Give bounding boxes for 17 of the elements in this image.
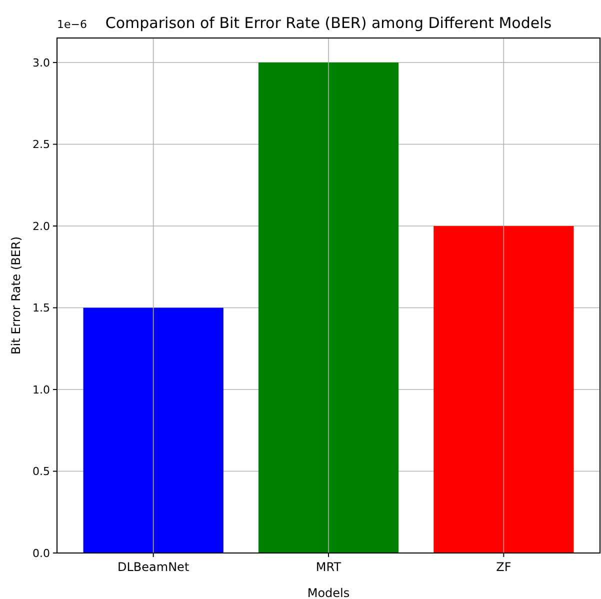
y-tick-label: 3.0: [32, 56, 50, 70]
bar: [258, 62, 399, 553]
y-tick-label: 0.0: [32, 546, 50, 560]
y-tick-label: 2.0: [32, 220, 50, 233]
chart-title: Comparison of Bit Error Rate (BER) among Different Models: [105, 14, 552, 32]
y-tick-label: 2.5: [32, 138, 50, 152]
bar: [434, 226, 574, 553]
x-axis-title: Models: [307, 586, 350, 599]
x-tick-label: ZF: [496, 560, 512, 574]
x-tick-label: MRT: [316, 560, 342, 574]
y-tick-label: 1.0: [32, 383, 50, 396]
bar: [83, 308, 224, 553]
y-tick-label: 0.5: [32, 465, 50, 478]
y-tick-label: 1.5: [32, 302, 50, 315]
y-axis-title: Bit Error Rate (BER): [9, 236, 23, 354]
x-tick-label: DLBeamNet: [118, 560, 190, 574]
text: 1e−6: [57, 18, 87, 31]
